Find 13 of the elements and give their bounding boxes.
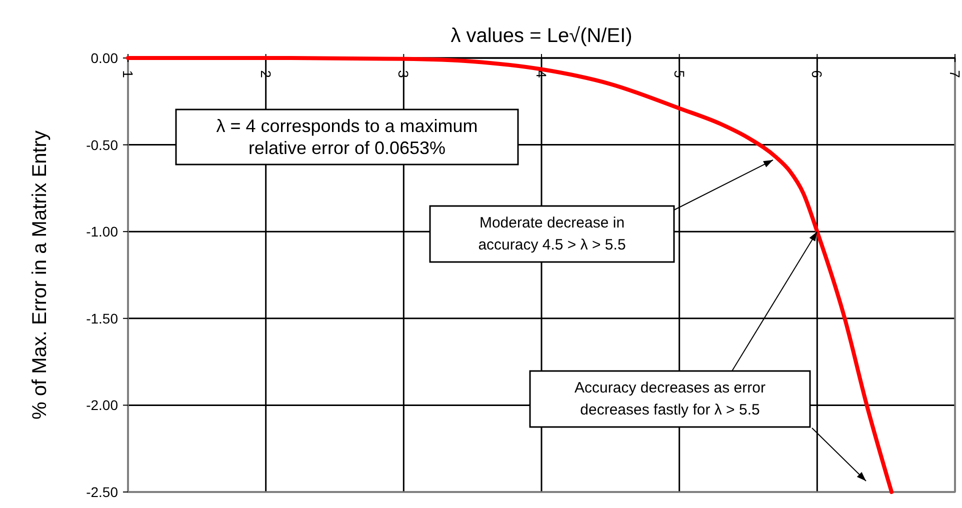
- annotation: Moderate decrease in accuracy 4.5 > λ > 5.5: [478, 214, 626, 254]
- y-axis-title: % of Max. Error in a Matrix Entry: [29, 130, 51, 420]
- chart-title: λ values = Le√(N/EI): [450, 25, 632, 47]
- annotation: λ = 4 corresponds to a maximum relative error of 0.0653%: [216, 116, 478, 158]
- y-tick-label: -1.50: [86, 310, 118, 326]
- y-tick-label: -2.00: [86, 397, 118, 414]
- y-tick-label: -0.50: [86, 136, 118, 153]
- x-tick-label: 1: [120, 70, 136, 78]
- annotation: Accuracy decreases as error decreases fastly for λ > 5.5: [574, 380, 766, 418]
- y-tick-label: -1.00: [86, 224, 118, 240]
- x-tick-label: 7: [947, 70, 962, 78]
- y-tick-label: 0.00: [90, 50, 118, 66]
- y-tick-label: -2.50: [86, 484, 118, 500]
